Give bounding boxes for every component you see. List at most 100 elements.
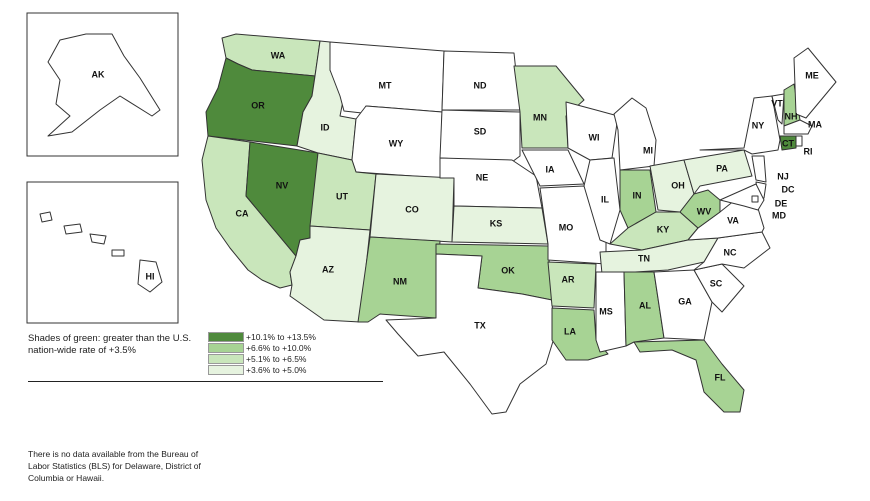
- state-labels-layer: WA OR CA NV ID MT WY UT AZ CO NM ND SD NE KS OK TX MN IA MO…: [92, 50, 823, 382]
- legend-divider: [28, 381, 383, 382]
- state-label-oh: OH: [671, 180, 685, 190]
- legend-item: +3.6% to +5.0%: [208, 364, 316, 375]
- hawaii-inset-box: [26, 181, 179, 324]
- state-md: [719, 183, 765, 211]
- state-label-wv: WV: [697, 206, 712, 216]
- legend: +10.1% to +13.5% +6.6% to +10.0% +5.1% t…: [208, 331, 316, 375]
- state-label-vt: VT: [771, 98, 783, 108]
- state-label-il: IL: [601, 194, 610, 204]
- state-label-wy: WY: [389, 138, 404, 148]
- state-label-ky: KY: [657, 224, 670, 234]
- state-label-sc: SC: [710, 278, 723, 288]
- state-label-ri: RI: [804, 146, 813, 156]
- state-tx: [385, 253, 555, 415]
- state-label-ks: KS: [490, 218, 503, 228]
- state-hi: [137, 259, 163, 293]
- state-ne: [439, 157, 543, 209]
- state-label-ne: NE: [476, 172, 489, 182]
- state-nm: [357, 236, 441, 323]
- legend-swatch: [208, 353, 244, 364]
- state-label-fl: FL: [715, 372, 726, 382]
- state-fl: [633, 339, 745, 413]
- state-label-me: ME: [805, 70, 819, 80]
- state-label-nj: NJ: [777, 171, 789, 181]
- state-label-ga: GA: [678, 296, 692, 306]
- state-label-nc: NC: [724, 247, 737, 257]
- state-sd: [439, 109, 521, 163]
- state-label-dc: DC: [782, 184, 795, 194]
- state-label-tx: TX: [474, 320, 486, 330]
- state-label-ct: CT: [782, 138, 794, 148]
- states-layer: [39, 33, 837, 415]
- state-label-in: IN: [633, 190, 642, 200]
- state-vt: [771, 93, 785, 125]
- state-label-va: VA: [727, 215, 739, 225]
- state-label-sd: SD: [474, 126, 487, 136]
- state-label-ma: MA: [808, 119, 822, 129]
- state-label-mo: MO: [559, 222, 574, 232]
- state-label-ok: OK: [501, 265, 515, 275]
- legend-label: +10.1% to +13.5%: [246, 331, 316, 342]
- state-label-hi: HI: [146, 271, 155, 281]
- state-label-ia: IA: [546, 164, 556, 174]
- state-ga: [653, 269, 713, 341]
- footnote: There is no data available from the Bure…: [28, 449, 201, 483]
- state-mt: [329, 41, 445, 114]
- legend-label: +6.6% to +10.0%: [246, 342, 312, 353]
- state-hi-island: [111, 249, 125, 257]
- state-label-co: CO: [405, 204, 419, 214]
- state-label-ar: AR: [562, 274, 575, 284]
- state-label-wi: WI: [589, 132, 600, 142]
- state-label-la: LA: [564, 326, 576, 336]
- state-label-ca: CA: [236, 208, 249, 218]
- state-pa: [683, 149, 753, 195]
- state-ar: [547, 261, 597, 309]
- state-label-or: OR: [251, 100, 265, 110]
- state-label-al: AL: [639, 300, 651, 310]
- state-dc: [751, 195, 759, 203]
- state-label-mt: MT: [379, 80, 392, 90]
- state-la: [551, 307, 609, 361]
- state-hi-island: [39, 211, 53, 223]
- legend-swatch: [208, 364, 244, 375]
- state-label-de: DE: [775, 198, 788, 208]
- state-label-nm: NM: [393, 276, 407, 286]
- legend-item: +6.6% to +10.0%: [208, 342, 316, 353]
- state-label-ak: AK: [92, 69, 105, 79]
- state-wi: [565, 101, 619, 161]
- state-al: [623, 271, 665, 347]
- state-label-mi: MI: [643, 145, 653, 155]
- state-label-nd: ND: [474, 80, 487, 90]
- legend-swatch: [208, 331, 244, 342]
- state-label-mn: MN: [533, 112, 547, 122]
- state-label-az: AZ: [322, 264, 334, 274]
- state-ri: [795, 135, 803, 147]
- legend-title: Shades of green: greater than the U.S. n…: [28, 333, 192, 356]
- state-label-md: MD: [772, 210, 786, 220]
- legend-swatch: [208, 342, 244, 353]
- legend-label: +5.1% to +6.5%: [246, 353, 307, 364]
- state-label-ut: UT: [336, 191, 348, 201]
- state-label-nh: NH: [785, 111, 798, 121]
- state-hi-island: [89, 233, 107, 245]
- state-label-wa: WA: [271, 50, 286, 60]
- state-label-pa: PA: [716, 163, 728, 173]
- state-label-tn: TN: [638, 253, 650, 263]
- state-ak: [47, 33, 161, 137]
- state-hi-island: [63, 223, 83, 235]
- state-ms: [595, 271, 627, 353]
- legend-item: +10.1% to +13.5%: [208, 331, 316, 342]
- state-me: [793, 47, 837, 119]
- state-label-ms: MS: [599, 306, 613, 316]
- state-ct: [779, 135, 797, 151]
- state-ma: [783, 119, 813, 135]
- state-mi: [613, 97, 657, 171]
- legend-item: +5.1% to +6.5%: [208, 353, 316, 364]
- state-label-nv: NV: [276, 180, 289, 190]
- legend-label: +3.6% to +5.0%: [246, 364, 307, 375]
- state-nj: [751, 155, 767, 183]
- state-ny: [699, 95, 781, 155]
- state-label-id: ID: [321, 122, 331, 132]
- state-label-ny: NY: [752, 120, 765, 130]
